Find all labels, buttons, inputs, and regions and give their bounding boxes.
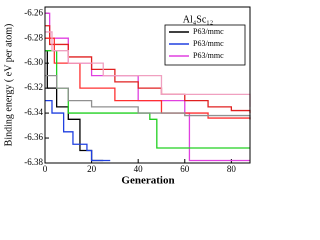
y-axis-label: Binding energy ( eV per atom) — [3, 24, 14, 147]
y-tick-label: -6.26 — [24, 7, 43, 17]
series-line — [45, 31, 251, 107]
x-tick-label: 20 — [87, 164, 97, 174]
y-tick-label: -6.32 — [24, 82, 43, 92]
y-tick-label: -6.36 — [24, 132, 43, 142]
y-tick-label: -6.28 — [24, 32, 43, 42]
x-tick-label: 40 — [134, 164, 144, 174]
y-tick-label: -6.38 — [24, 157, 43, 167]
legend-label: P63/mmc — [193, 27, 224, 36]
y-tick-label: -6.34 — [24, 107, 43, 117]
plot-frame — [44, 6, 251, 164]
legend-label: P63/mmc — [193, 39, 224, 48]
x-tick-label: 80 — [227, 164, 237, 174]
series-line — [45, 25, 251, 114]
x-tick-label: 0 — [43, 164, 48, 174]
legend-label: P63/mmc — [193, 51, 224, 60]
x-tick-label: 60 — [180, 164, 190, 174]
y-tick-label: -6.30 — [24, 57, 43, 67]
chart: Al₄Sc₁₂ Generation Binding energy ( eV p… — [3, 6, 251, 187]
series-line — [45, 99, 111, 162]
series-line — [45, 74, 251, 120]
x-axis-label: Generation — [121, 175, 174, 187]
series-line — [45, 37, 251, 120]
chart-title: Al₄Sc₁₂ — [183, 14, 213, 25]
